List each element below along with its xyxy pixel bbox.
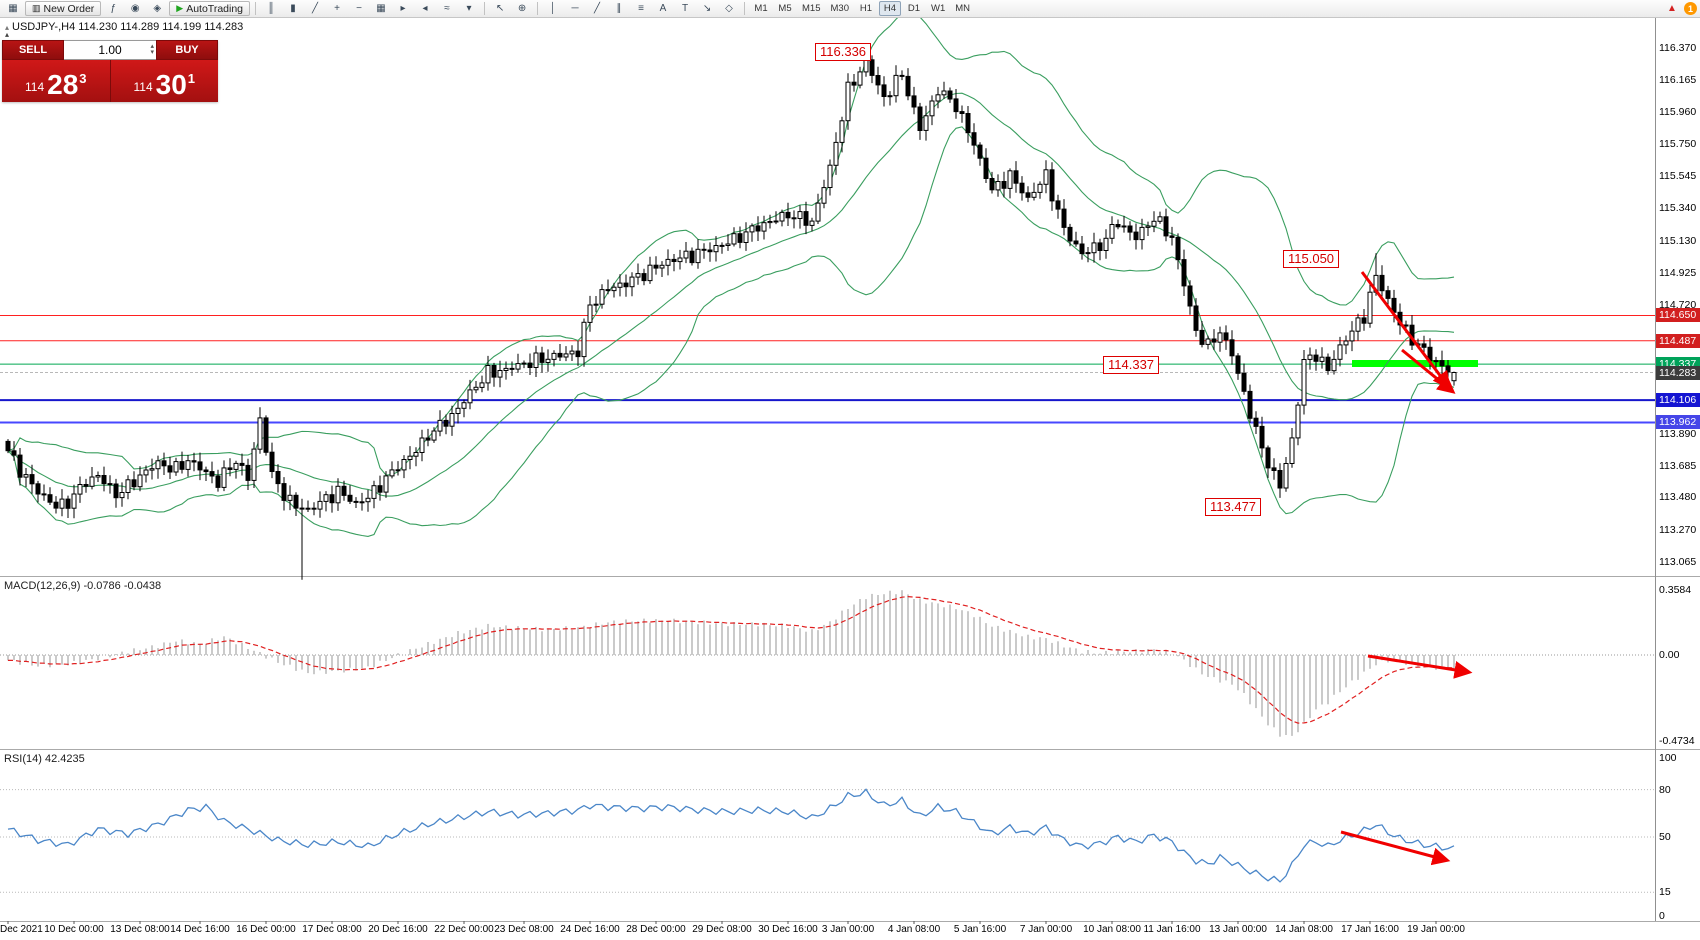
ask-pips: 30 xyxy=(155,69,187,100)
macd-panel[interactable] xyxy=(0,577,1655,749)
auto-scroll-icon[interactable]: ▸ xyxy=(400,2,406,14)
symbol-info: ▴ USDJPY-,H4 114.230 114.289 114.199 114.… xyxy=(5,21,243,33)
volume-field[interactable]: 1.00 ▴ ▾ xyxy=(64,40,156,60)
alerts-icon[interactable]: ◉ xyxy=(130,2,140,14)
cursor-icon[interactable]: ↖ xyxy=(495,2,505,14)
sell-button[interactable]: SELL xyxy=(2,40,64,60)
trendline-icon[interactable]: ╱ xyxy=(594,2,601,14)
time-axis[interactable] xyxy=(0,921,1700,940)
timeframe-m15-button[interactable]: M15 xyxy=(798,1,824,16)
timeframe-mn-button[interactable]: MN xyxy=(951,1,974,16)
new-order-icon: ▥ xyxy=(32,3,41,13)
text-icon[interactable]: A xyxy=(659,2,667,14)
new-order-button[interactable]: ▥ New Order xyxy=(25,1,102,16)
main-toolbar: ▦ ▥ New Order ƒ ◉ ◈ ▶ AutoTrading ║ ▮ ╱ + − ▦ ▸ ◂ ≈ ▾ ↖ ⊕ │ ─… xyxy=(0,0,1700,18)
timeframe-h1-button[interactable]: H1 xyxy=(855,1,877,16)
timeframe-h4-button[interactable]: H4 xyxy=(878,1,901,16)
main-chart-panel[interactable] xyxy=(0,18,1655,576)
zoom-in-icon[interactable]: + xyxy=(334,2,340,14)
expert-advisors-icon[interactable]: ƒ xyxy=(110,2,117,14)
autotrading-play-icon: ▶ xyxy=(176,3,184,13)
toolbar-separator xyxy=(255,2,257,15)
label-icon[interactable]: T xyxy=(681,2,689,14)
bar-chart-icon[interactable]: ║ xyxy=(267,2,275,14)
bid-price[interactable]: 114 28 3 xyxy=(2,60,111,102)
line-chart-icon[interactable]: ╱ xyxy=(312,2,319,14)
fibonacci-icon[interactable]: ≡ xyxy=(638,2,644,14)
volume-value: 1.00 xyxy=(98,43,122,57)
symbol-icon: ▴ xyxy=(5,23,10,32)
volume-down-icon[interactable]: ▾ xyxy=(150,49,154,56)
templates-dropdown-icon[interactable]: ▾ xyxy=(466,2,472,14)
candlestick-chart-icon[interactable]: ▮ xyxy=(290,2,296,14)
ask-big-figure: 114 xyxy=(133,80,153,94)
bid-pipette: 3 xyxy=(79,71,87,86)
channel-icon[interactable]: ∥ xyxy=(616,2,622,14)
timeframe-m1-button[interactable]: M1 xyxy=(750,1,772,16)
volume-spinner[interactable]: ▴ ▾ xyxy=(150,41,154,59)
timeframe-w1-button[interactable]: W1 xyxy=(927,1,949,16)
autotrading-button[interactable]: ▶ AutoTrading xyxy=(169,1,251,16)
toolbar-separator xyxy=(744,2,746,15)
ask-pipette: 1 xyxy=(187,71,196,86)
autotrading-button-label: AutoTrading xyxy=(186,2,244,15)
rsi-panel[interactable] xyxy=(0,750,1655,921)
zoom-out-icon[interactable]: − xyxy=(356,2,362,14)
shapes-icon[interactable]: ◇ xyxy=(725,2,733,14)
arrow-tool-icon[interactable]: ↘ xyxy=(702,2,712,14)
rsi-indicator-label: RSI(14) 42.4235 xyxy=(4,753,85,765)
bid-pips: 28 xyxy=(47,69,79,100)
buy-button[interactable]: BUY xyxy=(156,40,218,60)
alert-arrow-icon[interactable]: ▲ xyxy=(1667,2,1677,14)
indicators-icon[interactable]: ≈ xyxy=(444,2,450,14)
timeframe-m5-button[interactable]: M5 xyxy=(774,1,796,16)
new-order-button-label: New Order xyxy=(43,2,95,15)
one-click-trading-panel: SELL 1.00 ▴ ▾ BUY 114 28 3 114 30 1 xyxy=(2,40,218,102)
tile-windows-icon[interactable]: ▦ xyxy=(376,2,386,14)
new-chart-icon[interactable]: ▦ xyxy=(8,2,18,14)
macd-indicator-label: MACD(12,26,9) -0.0786 -0.0438 xyxy=(4,580,162,592)
one-click-toggle-icon[interactable]: ▴ xyxy=(5,30,10,39)
toolbar-separator xyxy=(537,2,539,15)
trade-prices-row: 114 28 3 114 30 1 xyxy=(2,60,218,102)
horizontal-line-icon[interactable]: ─ xyxy=(571,2,579,14)
toolbar-separator xyxy=(484,2,486,15)
timeframe-d1-button[interactable]: D1 xyxy=(903,1,925,16)
crosshair-icon[interactable]: ⊕ xyxy=(517,2,527,14)
price-axis[interactable] xyxy=(1656,18,1700,921)
news-icon[interactable]: ◈ xyxy=(153,2,162,14)
bid-big-figure: 114 xyxy=(24,80,45,94)
notification-badge[interactable]: 1 xyxy=(1684,2,1697,15)
trade-controls-row: SELL 1.00 ▴ ▾ BUY xyxy=(2,40,218,60)
vertical-line-icon[interactable]: │ xyxy=(549,2,557,14)
symbol-ohlc-text: USDJPY-,H4 114.230 114.289 114.199 114.2… xyxy=(12,21,244,33)
ask-price[interactable]: 114 30 1 xyxy=(110,60,218,102)
chart-shift-icon[interactable]: ◂ xyxy=(422,2,428,14)
timeframe-m30-button[interactable]: M30 xyxy=(827,1,853,16)
